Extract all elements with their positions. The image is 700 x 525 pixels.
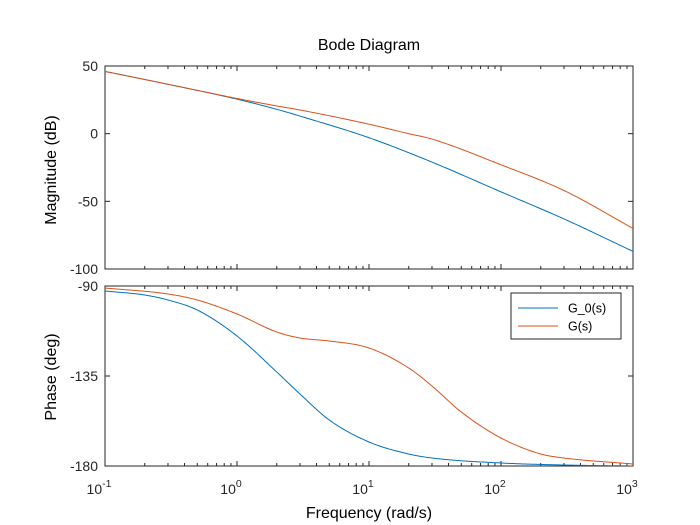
mag-axes-box (104, 65, 634, 270)
x-tick-labels: 10-1 100 101 102 103 (87, 478, 638, 497)
legend-box (510, 292, 622, 340)
phase-y-tick-label: -180 (70, 458, 98, 474)
phase-y-tick-label: -90 (78, 278, 98, 294)
mag-y-tick-label: -50 (78, 193, 98, 209)
magnitude-y-label: Magnitude (dB) (43, 115, 60, 224)
mag-x-ticks (104, 66, 634, 269)
x-tick-label: 10-1 (87, 478, 112, 497)
x-tick-label: 102 (484, 478, 506, 497)
x-tick-label: 101 (352, 478, 374, 497)
phase-y-tick-label: -135 (70, 368, 98, 384)
x-axis-label: Frequency (rad/s) (306, 505, 432, 522)
mag-series-g-s- (105, 70, 633, 229)
mag-y-tick-label: 50 (82, 58, 98, 74)
legend-entry: G(s) (568, 320, 592, 334)
legend: G_0(s) G(s) (510, 292, 622, 340)
mag-y-tick-label: 0 (90, 126, 98, 142)
chart-title: Bode Diagram (318, 37, 420, 54)
phase-series-g-0-s- (105, 290, 633, 466)
magnitude-plot: 50 0 -50 -100 (70, 58, 634, 277)
legend-entry: G_0(s) (568, 302, 606, 316)
phase-y-label: Phase (deg) (43, 333, 60, 420)
x-tick-label: 100 (220, 478, 242, 497)
x-tick-label: 103 (616, 478, 638, 497)
mag-y-tick-label: -100 (70, 261, 98, 277)
phase-series-g-s- (105, 287, 633, 465)
